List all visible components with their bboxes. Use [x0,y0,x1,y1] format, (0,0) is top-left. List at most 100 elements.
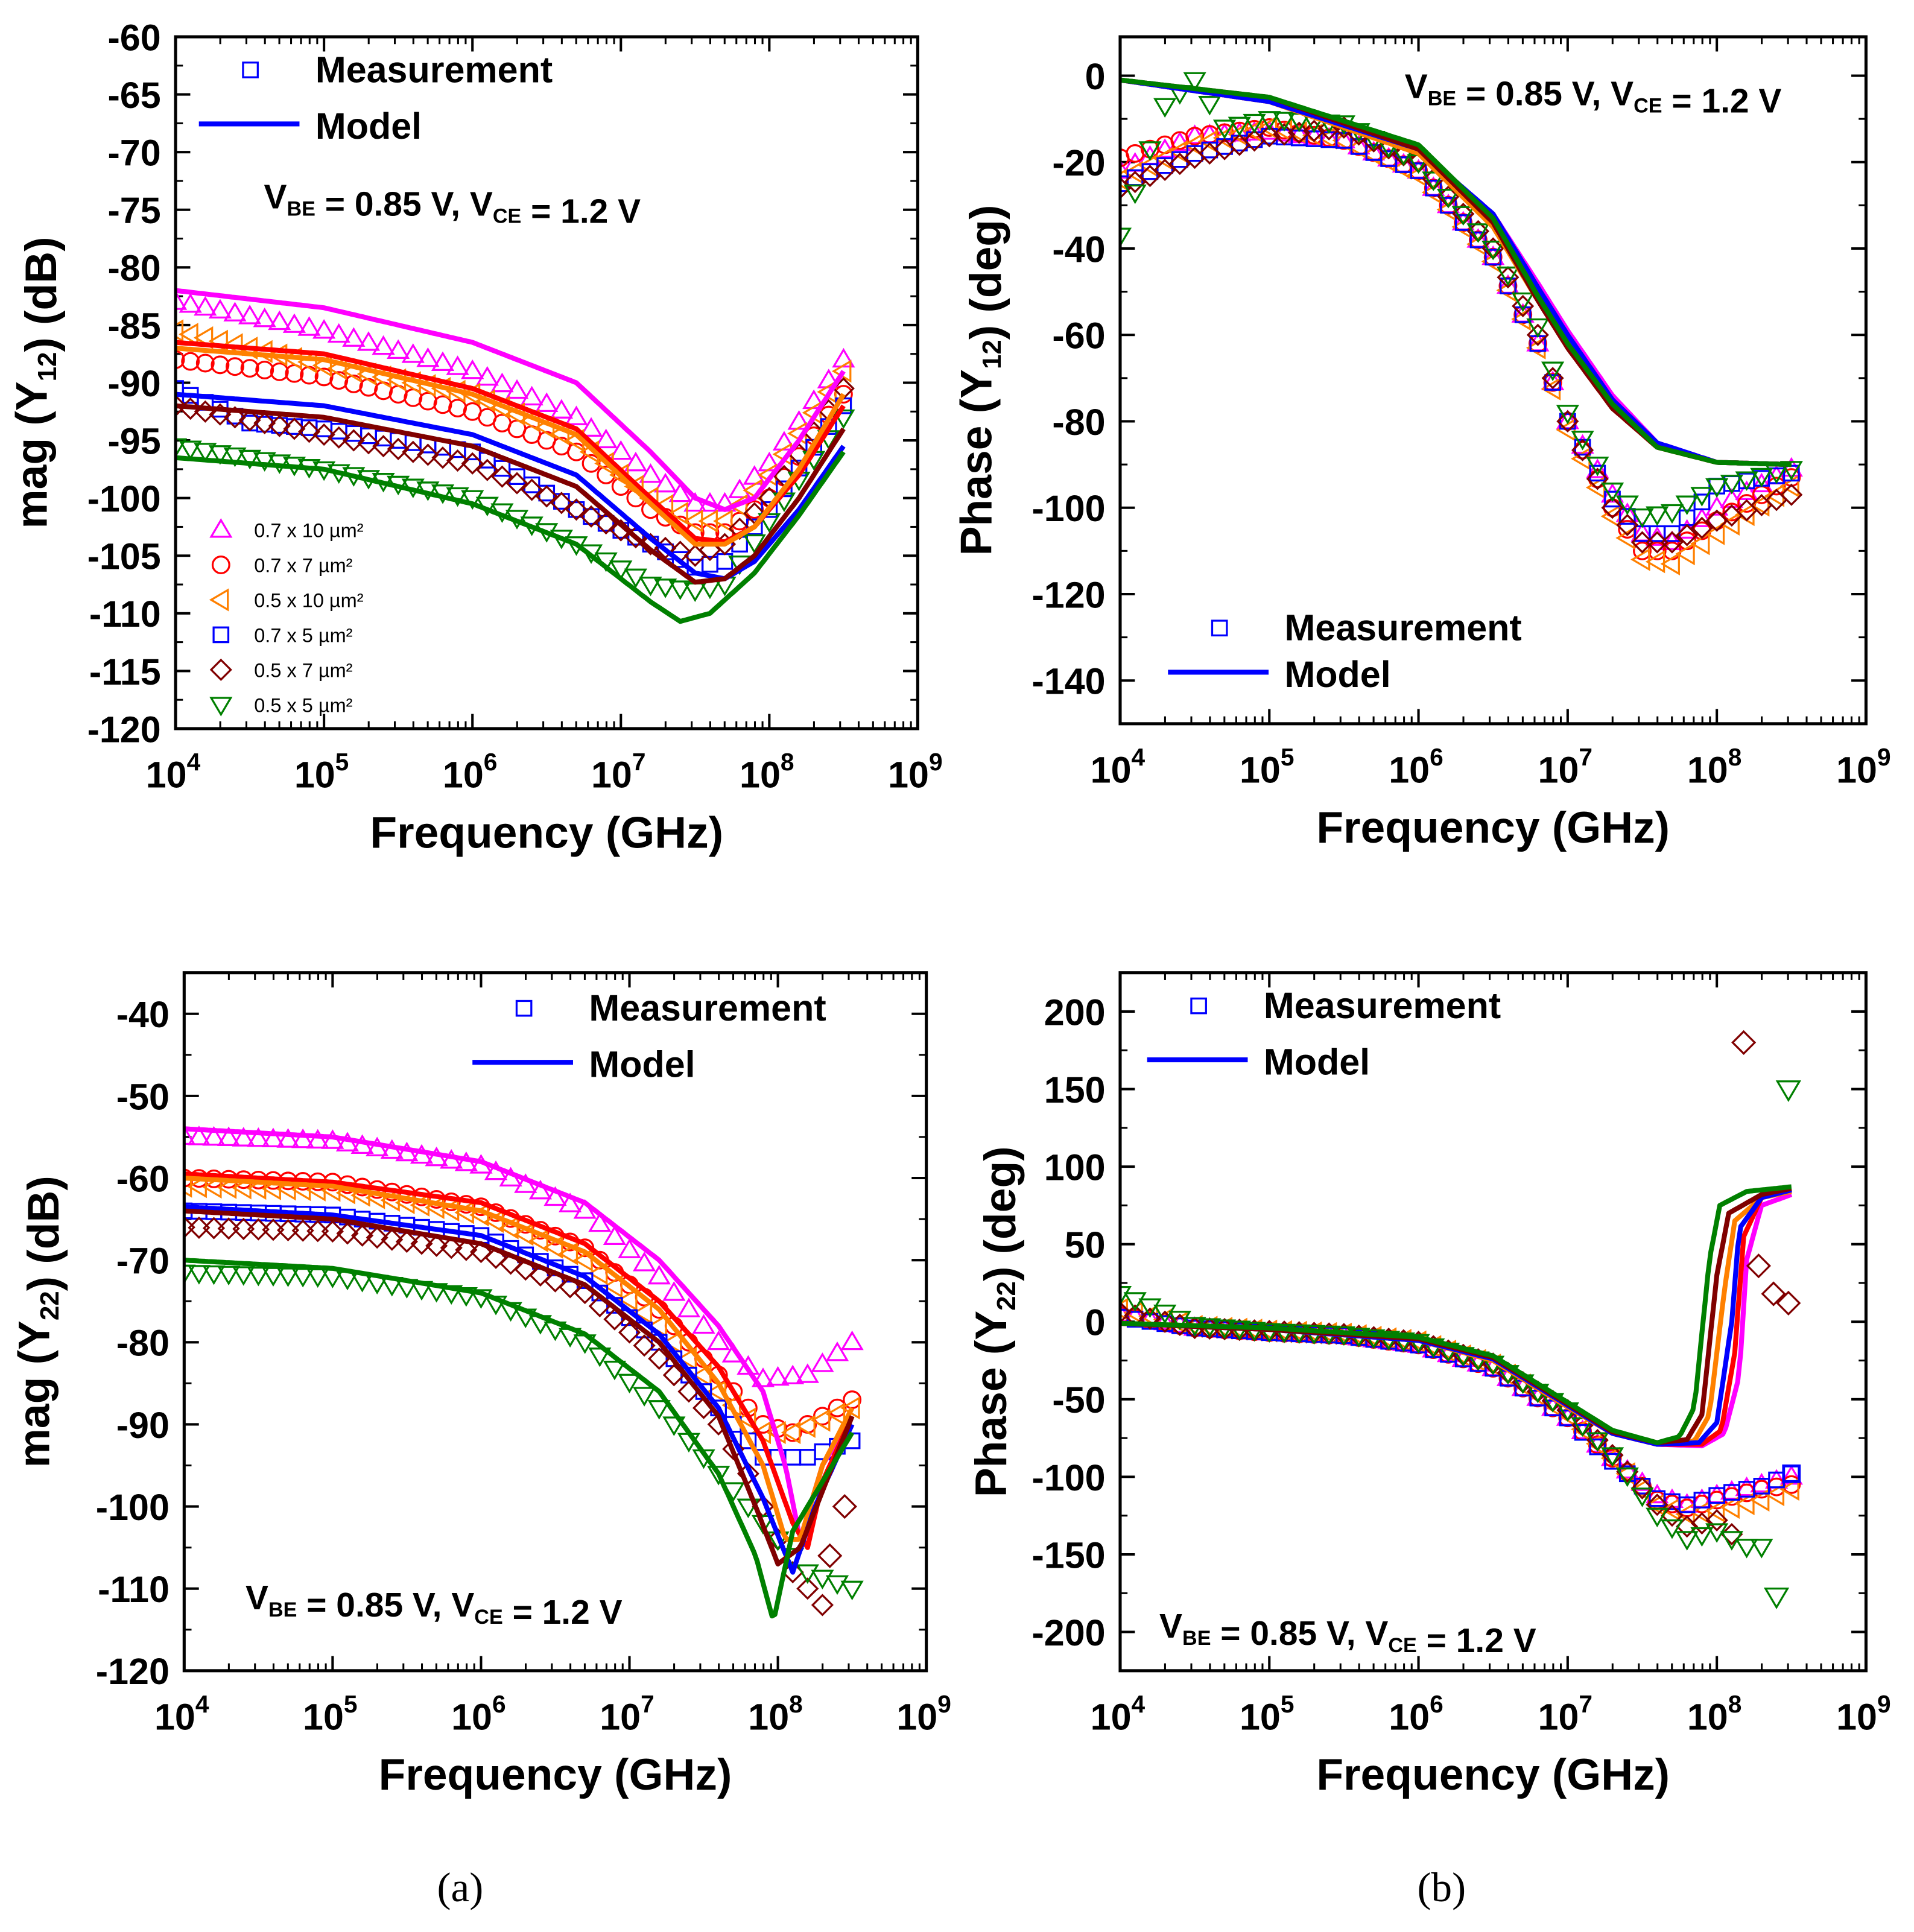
subscript: 12 [33,352,62,382]
measurement-point [253,411,276,434]
model-line [1120,1187,1792,1447]
measurement-outlier-point [1775,1080,1801,1103]
tick-base: 10 [1091,1696,1132,1737]
measurement-point [1750,1539,1773,1559]
measurement-point [261,1267,285,1287]
y-tick-label: -120 [96,1651,170,1692]
measurement-point [1705,478,1729,498]
measurement-point [1735,1539,1758,1559]
measurement-point [543,1235,563,1259]
y-tick-label: 50 [1065,1224,1106,1265]
x-tick-label: 108 [748,1690,802,1737]
series-legend-marker [212,626,230,644]
measurement-point [565,405,588,425]
series-legend-label: 0.5 x 5 µm² [254,695,352,717]
measurement-point [461,452,484,475]
measurement-point [372,335,395,355]
measurement-point [647,1264,671,1285]
tick-base: 10 [1687,1696,1728,1737]
measurement-point [342,429,365,452]
series-legend: 0.7 x 10 µm² 0.7 x 7 µm² 0.5 x 10 µm² 0.7 x… [209,518,364,717]
model-line [184,1208,855,1566]
tick-exponent: 6 [492,1690,506,1718]
y-tick-label: 150 [1044,1069,1106,1110]
text-span: mag (Y [10,1320,59,1468]
x-tick-label: 104 [1091,1690,1146,1737]
measurement-point [1212,119,1237,139]
measurement-point [588,1212,612,1232]
tick-base: 10 [1240,749,1281,790]
measurement-point [276,1128,300,1148]
measurement-point [662,1281,686,1301]
measurement-point [202,1126,226,1146]
measurement-point [505,472,528,495]
tick-base: 10 [1538,749,1579,790]
measurement-point [247,1266,270,1287]
subscript: 22 [992,1281,1021,1311]
x-tick-label: 108 [1687,1690,1741,1737]
measurement-point [179,293,202,313]
tick-exponent: 5 [344,1690,358,1718]
y-tick-label: -50 [1052,1379,1105,1420]
measurement-point [1589,464,1606,482]
tick-base: 10 [1538,1696,1579,1737]
measurement-point [1600,483,1624,502]
x-tick-label: 108 [740,748,794,795]
x-tick-label: 107 [1538,743,1592,790]
y-axis-label: mag (Y22) (dB) [10,1176,68,1468]
measurement-point [270,362,289,381]
y-tick-label: -90 [116,1405,170,1446]
measurement-point [1153,1304,1177,1325]
measurement-point [1243,121,1266,141]
measurement-point [668,482,692,502]
y-tick-label: -200 [1031,1612,1105,1653]
measurement-point [550,399,573,419]
y-tick-label: -110 [98,1569,170,1610]
y-tick-label: -150 [1031,1535,1105,1576]
tick-exponent: 4 [195,1690,209,1718]
measurement-point [1735,471,1758,491]
measurement-point [1589,1438,1606,1455]
measurement-point [1123,1292,1147,1312]
measurement-point [1153,1310,1177,1331]
measurement-point [188,1216,211,1239]
measurement-point [262,1218,285,1241]
model-line [1120,1189,1792,1447]
y-tick-label: -140 [1031,661,1105,702]
measurement-point [609,440,633,460]
measurement-point [202,1217,226,1240]
measurement-point [751,1367,775,1387]
model-line [184,1204,855,1575]
measurement-point [184,1216,195,1239]
y-tick-label: -80 [116,1323,170,1364]
y-tick-label: -100 [1031,1457,1105,1498]
measurement-point [1780,483,1803,506]
measurement-point [588,1261,608,1285]
measurement-point [387,437,410,460]
measurement-point [1690,532,1710,556]
text-span: = 1.2 V [521,192,641,231]
x-tick-label: 105 [294,748,349,795]
measurement-point [1690,507,1714,527]
model-line [176,346,846,547]
measurement-point [799,1449,816,1466]
measurement-point [1630,1477,1654,1500]
measurement-point [1500,277,1516,294]
measurement-point [208,299,232,319]
measurement-point [825,1341,849,1361]
tick-base: 10 [1836,749,1877,790]
text-span: ) (dB) [19,1176,68,1291]
measurement-point [1633,541,1652,560]
measurement-point [184,1125,196,1145]
y-tick-label: 100 [1044,1147,1106,1188]
measurement-point [1764,1483,1785,1507]
measurement-point [1436,189,1460,209]
measurement-point [490,465,513,488]
measurement-point [1228,116,1251,137]
legend-measurement-marker [1211,619,1228,637]
measurement-point [1660,552,1680,575]
plot-area [184,1125,864,1619]
measurement-point [1544,374,1561,391]
measurement-point [603,1225,627,1246]
